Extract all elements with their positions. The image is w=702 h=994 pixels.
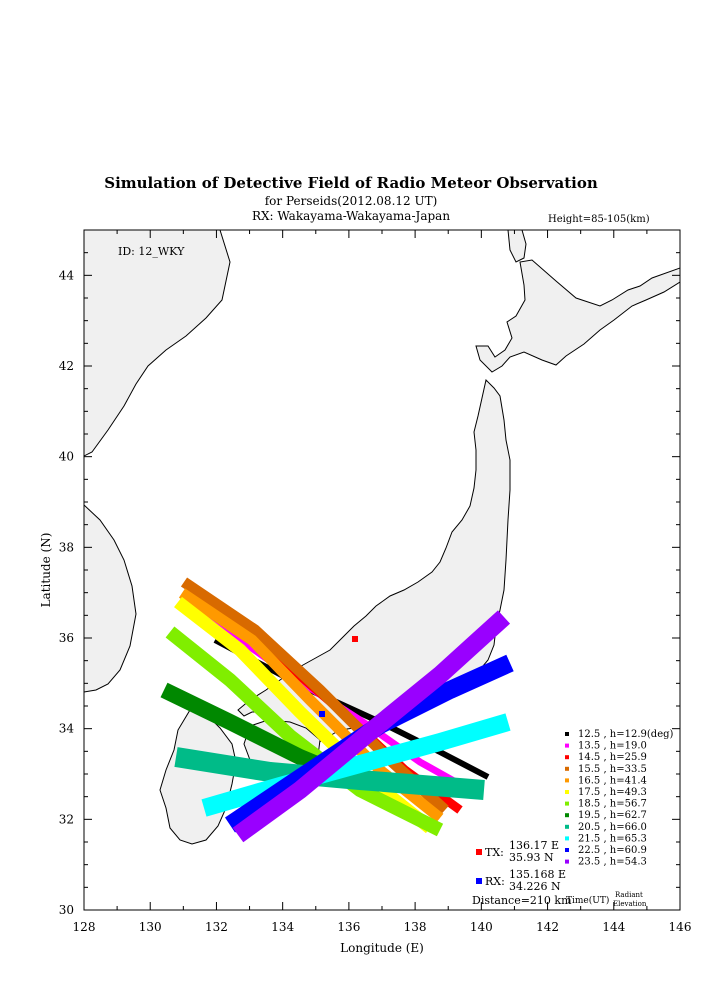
x-tick-label: 134 <box>271 920 294 934</box>
y-tick-labels: 30 32 34 36 38 40 42 44 <box>59 268 75 917</box>
legend-entry: 20.5 , h=66.0 <box>578 822 647 833</box>
x-tick-label: 128 <box>73 920 96 934</box>
legend-entry: 13.5 , h=19.0 <box>578 741 647 752</box>
id-label: ID: 12_WKY <box>118 245 185 258</box>
y-tick-label: 32 <box>59 812 74 826</box>
y-tick-label: 36 <box>59 631 74 645</box>
map-subtitle-event: for Perseids(2012.08.12 UT) <box>264 194 438 208</box>
legend-entry: 23.5 , h=54.3 <box>578 857 647 868</box>
band-18-5 <box>165 626 444 837</box>
rx-info-marker <box>476 878 482 884</box>
land-layer <box>84 230 680 845</box>
legend-entry: 21.5 , h=65.3 <box>578 833 647 844</box>
legend-swatch <box>565 801 569 806</box>
x-tick-label: 136 <box>337 920 360 934</box>
legend-entry: 16.5 , h=41.4 <box>578 775 647 786</box>
legend-elev-header-1: Radiant <box>615 891 643 899</box>
x-tick-label: 142 <box>536 920 559 934</box>
rx-marker <box>319 711 325 717</box>
x-tick-label: 146 <box>669 920 692 934</box>
rx-label: RX: <box>485 875 505 888</box>
x-tick-label: 140 <box>470 920 493 934</box>
y-tick-label: 30 <box>59 903 74 917</box>
y-tick-label: 44 <box>59 268 75 282</box>
y-tick-label: 38 <box>59 540 74 554</box>
legend-swatch <box>565 755 569 760</box>
legend-swatch <box>565 790 569 794</box>
meteor-bands <box>160 577 514 843</box>
band-23-5 <box>232 610 511 843</box>
x-axis-label: Longitude (E) <box>340 941 424 955</box>
legend-swatch <box>565 778 569 783</box>
legend-swatch <box>565 813 569 818</box>
legend-swatch <box>565 848 569 852</box>
legend-swatch <box>565 836 569 841</box>
band-17-5 <box>174 596 435 834</box>
band-21-5 <box>201 713 511 817</box>
y-axis-label: Latitude (N) <box>39 533 53 608</box>
legend-elev-header-2: Elevation <box>613 900 647 908</box>
tx-lon: 136.17 E <box>509 839 559 852</box>
legend-swatch <box>565 743 569 748</box>
map-title: Simulation of Detective Field of Radio M… <box>104 174 598 192</box>
land-hokkaido <box>475 259 680 373</box>
y-tick-label: 42 <box>59 359 74 373</box>
tx-marker <box>352 636 358 642</box>
legend-entry: 19.5 , h=62.7 <box>578 810 647 821</box>
y-tick-label: 40 <box>59 450 74 464</box>
rx-lon: 135.168 E <box>509 868 566 881</box>
legend-entry: 15.5 , h=33.5 <box>578 764 647 775</box>
land-sakhalin <box>507 230 527 263</box>
x-tick-label: 138 <box>404 920 427 934</box>
legend-entry: 17.5 , h=49.3 <box>578 787 647 798</box>
x-tick-labels: 128 130 132 134 136 138 140 142 144 146 <box>73 920 692 934</box>
legend-entry: 18.5 , h=56.7 <box>578 799 647 810</box>
legend-entry: 14.5 , h=25.9 <box>578 752 647 763</box>
legend-time-header: Time(UT) <box>566 895 609 906</box>
legend-entry: 12.5 , h=12.9(deg) <box>578 729 674 740</box>
x-tick-label: 130 <box>139 920 162 934</box>
legend-entry: 22.5 , h=60.9 <box>578 845 647 856</box>
tx-info-marker <box>476 849 482 855</box>
legend-swatch <box>565 824 569 829</box>
map-subtitle-rx: RX: Wakayama-Wakayama-Japan <box>251 209 451 223</box>
distance-label: Distance=210 km <box>472 894 572 907</box>
tx-label: TX: <box>485 846 504 859</box>
legend-swatch <box>565 766 569 771</box>
land-korea-mainland <box>84 230 231 693</box>
y-tick-label: 34 <box>59 722 75 736</box>
x-tick-label: 132 <box>205 920 228 934</box>
axis-ticks <box>83 229 681 911</box>
legend-swatch <box>565 732 569 736</box>
rx-lat: 34.226 N <box>509 880 561 893</box>
land-kyushu <box>159 709 237 845</box>
height-label: Height=85-105(km) <box>548 214 650 225</box>
legend: 12.5 , h=12.9(deg)13.5 , h=19.014.5 , h=… <box>565 729 674 868</box>
tx-lat: 35.93 N <box>509 851 554 864</box>
legend-swatch <box>565 859 569 864</box>
x-tick-label: 144 <box>602 920 625 934</box>
